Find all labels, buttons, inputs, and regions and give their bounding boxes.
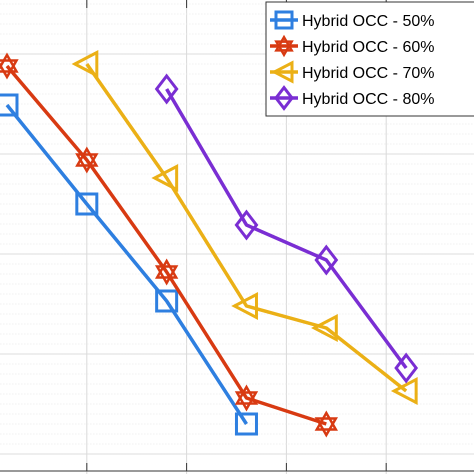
data-point-b [75, 153, 99, 174]
series-4 [154, 73, 419, 384]
legend-label: Hybrid OCC - 50% [302, 13, 434, 30]
data-point-a [154, 258, 179, 279]
data-point [314, 410, 339, 438]
legend-box [265, 1, 474, 117]
data-point-a [0, 52, 19, 73]
legend-item: Hybrid OCC - 80% [270, 85, 434, 111]
legend: Hybrid OCC - 50% Hybrid OCC - 60% Hybrid O… [265, 1, 474, 117]
data-point [394, 352, 419, 384]
data-point [0, 52, 19, 80]
series-line [85, 62, 408, 393]
legend-item: Hybrid OCC - 70% [270, 60, 434, 84]
legend-item: Hybrid OCC - 50% [270, 10, 434, 30]
data-point [314, 244, 339, 276]
legend-marker [274, 85, 294, 111]
data-point [0, 93, 19, 117]
series-line [5, 103, 248, 425]
legend-marker [271, 60, 294, 84]
data-point [75, 192, 99, 216]
legend-marker [274, 10, 294, 30]
series-2 [0, 52, 339, 438]
data-point-b [314, 417, 339, 438]
data-point-b [234, 391, 259, 412]
legend-marker-a [274, 34, 294, 52]
plot-area [0, 50, 419, 438]
data-point-b [0, 59, 19, 80]
series-3 [71, 50, 418, 405]
series-line [165, 88, 408, 370]
legend-marker-b [274, 40, 294, 58]
data-point-a [75, 146, 99, 167]
data-point [390, 377, 418, 405]
data-point [234, 209, 259, 241]
data-point [151, 164, 179, 192]
series-1 [0, 93, 258, 436]
data-point [154, 73, 179, 105]
series-line [5, 64, 327, 426]
data-point [155, 289, 179, 313]
data-point-a [234, 384, 259, 405]
data-point [234, 384, 259, 412]
data-point [231, 292, 258, 320]
legend-item: Hybrid OCC - 60% [270, 34, 434, 58]
data-point [234, 412, 258, 436]
legend-marker [274, 34, 294, 58]
legend-label: Hybrid OCC - 70% [302, 65, 434, 82]
legend-label: Hybrid OCC - 60% [302, 39, 434, 56]
data-point-a [314, 410, 339, 431]
data-point [71, 50, 99, 78]
data-point [311, 314, 338, 342]
legend-label: Hybrid OCC - 80% [302, 91, 434, 108]
data-point [154, 258, 179, 286]
data-point-b [154, 265, 179, 286]
data-point [75, 146, 99, 174]
